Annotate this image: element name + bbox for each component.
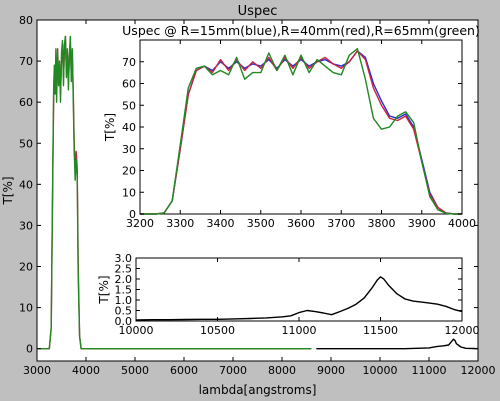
inset_bottom-y-tick-label: 1.0 [115, 294, 133, 307]
main-y-tick-label: 50 [19, 137, 33, 150]
inset_top-x-tick-label: 3900 [408, 217, 436, 230]
inset_top-y-tick-label: 60 [122, 78, 136, 91]
inset_top-plot-area [139, 39, 463, 215]
inset_bottom-y-tick-label: 0.0 [115, 315, 133, 328]
inset_top-x-tick-label: 3800 [368, 217, 396, 230]
inset_top-y-tick-label: 20 [122, 165, 136, 178]
main-series-line-1 [37, 35, 312, 350]
main-x-tick-label: 8000 [268, 364, 296, 377]
inset_bottom-series-line-0 [135, 276, 463, 321]
main-y-tick-label: 10 [19, 302, 33, 315]
main-x-tick-label: 11000 [412, 364, 447, 377]
inset-bottom-chart: 10000 10500 11000 11500 12000 0.00.51.01.52.0… [97, 252, 480, 337]
inset_top-title: Uspec @ R=15mm(blue),R=40mm(red),R=65mm(… [122, 23, 480, 38]
main-series-line-2 [316, 338, 479, 350]
main-x-tick-label: 5000 [121, 364, 149, 377]
main-y-tick-label: 60 [19, 96, 33, 109]
main-x-tick-label: 7000 [219, 364, 247, 377]
main-x-tick-label: 9000 [317, 364, 345, 377]
inset_bottom-y-tick-label: 0.5 [115, 305, 133, 318]
inset_bottom-y-tick-label: 2.5 [115, 263, 133, 276]
inset_top-x-tick-label: 3500 [247, 217, 275, 230]
inset_top-x-tick-label: 4000 [448, 217, 476, 230]
inset_top-y-tick-label: 10 [122, 186, 136, 199]
main-x-tick-label: 10000 [363, 364, 398, 377]
inset_bottom-y-axis-label: T[%] [97, 275, 111, 304]
inset_top-series-line-2 [140, 48, 462, 215]
inset_bottom-y-tick-label: 2.0 [115, 273, 133, 286]
main-x-tick-label: 3000 [23, 364, 51, 377]
inset_bottom-x-tick-label: 12000 [445, 324, 480, 337]
main-y-tick-label: 30 [19, 219, 33, 232]
inset-top-chart: 3200 3300 3400 3500 3600 3700 3800 3900 4000 0 10 2… [103, 23, 480, 230]
inset_top-y-tick-label: 50 [122, 99, 136, 112]
inset_bottom-x-tick-label: 10500 [200, 324, 235, 337]
inset_bottom-x-tick-label: 10000 [119, 324, 154, 337]
inset_bottom-x-tick-label: 11500 [363, 324, 398, 337]
inset_bottom-y-tick-label: 3.0 [115, 252, 133, 265]
inset_top-x-tick-label: 3300 [166, 217, 194, 230]
inset_top-y-tick-label: 70 [122, 56, 136, 69]
main-x-axis-label: lambda[angstroms] [199, 383, 317, 397]
inset_top-x-tick-label: 3200 [126, 217, 154, 230]
inset_top-x-tick-label: 3400 [207, 217, 235, 230]
main-x-tick-label: 12000 [461, 364, 496, 377]
main-y-tick-label: 80 [19, 14, 33, 27]
inset_top-y-axis-label: T[%] [103, 113, 117, 142]
inset_top-x-tick-label: 3700 [327, 217, 355, 230]
main-y-tick-label: 40 [19, 178, 33, 191]
inset_bottom-y-tick-label: 1.5 [115, 284, 133, 297]
inset_top-y-tick-label: 0 [129, 208, 136, 221]
main-title: Uspec [238, 4, 278, 19]
inset_top-y-tick-label: 30 [122, 143, 136, 156]
main-y-axis-label: T[%] [1, 176, 15, 205]
inset_bottom-x-tick-label: 11000 [282, 324, 317, 337]
main-y-tick-label: 0 [26, 343, 33, 356]
main-x-tick-label: 4000 [72, 364, 100, 377]
main-y-tick-label: 20 [19, 261, 33, 274]
inset_top-y-tick-label: 40 [122, 121, 136, 134]
inset_top-x-tick-label: 3600 [287, 217, 315, 230]
main-x-tick-label: 6000 [170, 364, 198, 377]
main-y-tick-label: 70 [19, 55, 33, 68]
inset_bottom-plot-area [135, 257, 463, 322]
